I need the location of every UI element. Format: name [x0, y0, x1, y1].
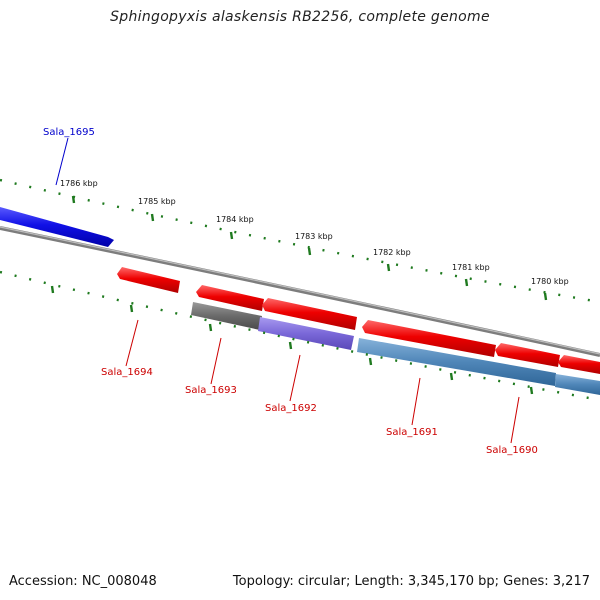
tick-label: 1786 kbp [60, 179, 98, 188]
leader-line [55, 137, 69, 186]
outer-tick-ring [0, 178, 600, 304]
tick-label: 1782 kbp [373, 248, 411, 257]
tick-mark [529, 386, 534, 395]
inner-major-ticks [50, 285, 534, 395]
gene-label-sala-1695[interactable]: Sala_1695 [43, 127, 95, 138]
tick-mark [288, 341, 293, 350]
gene-label-sala-1693[interactable]: Sala_1693 [185, 385, 237, 396]
gene-edge-red[interactable] [558, 355, 600, 374]
gene-label-sala-1690[interactable]: Sala_1690 [486, 445, 538, 456]
tick-label: 1783 kbp [295, 232, 333, 241]
leader-line [210, 337, 222, 385]
gene-label-sala-1694[interactable]: Sala_1694 [101, 367, 153, 378]
leader-line [125, 319, 139, 367]
gene-label-sala-1692[interactable]: Sala_1692 [265, 403, 317, 414]
leader-line [411, 377, 421, 426]
tick-mark [386, 263, 391, 272]
tick-mark [208, 323, 213, 332]
tick-mark [150, 213, 155, 222]
tick-mark [307, 247, 312, 256]
major-ticks [71, 195, 548, 301]
leader-line [510, 396, 520, 444]
tick-mark [129, 304, 134, 313]
genome-stats-text: Topology: circular; Length: 3,345,170 bp… [232, 574, 590, 589]
gene-sala-1692-red[interactable] [262, 298, 357, 330]
tick-label: 1781 kbp [452, 263, 490, 272]
genome-backbone [0, 226, 600, 357]
gene-sala-1695[interactable] [0, 207, 114, 247]
tick-mark [50, 285, 55, 294]
gene-sala-1690-red[interactable] [495, 343, 560, 367]
leader-line [289, 354, 301, 402]
tick-label: 1784 kbp [216, 215, 254, 224]
gene-sala-1692[interactable] [258, 317, 354, 350]
gene-sala-1693-red[interactable] [196, 285, 264, 311]
gene-sala-1691-red[interactable] [362, 320, 496, 357]
tick-mark [543, 292, 548, 301]
gene-sala-1691[interactable] [357, 338, 556, 386]
tick-mark [368, 357, 373, 366]
tick-label: 1780 kbp [531, 277, 569, 286]
genome-title: Sphingopyxis alaskensis RB2256, complete… [110, 9, 490, 25]
tick-mark [229, 231, 234, 240]
gene-sala-1693[interactable] [191, 302, 262, 330]
gene-label-sala-1691[interactable]: Sala_1691 [386, 427, 438, 438]
gene-sala-1694[interactable] [117, 267, 180, 293]
tick-mark [449, 372, 454, 381]
tick-mark [71, 195, 76, 204]
tick-label: 1785 kbp [138, 197, 176, 206]
gene-sala-1690[interactable] [555, 374, 600, 395]
tick-mark [464, 278, 469, 287]
accession-text: Accession: NC_008048 [9, 574, 157, 589]
